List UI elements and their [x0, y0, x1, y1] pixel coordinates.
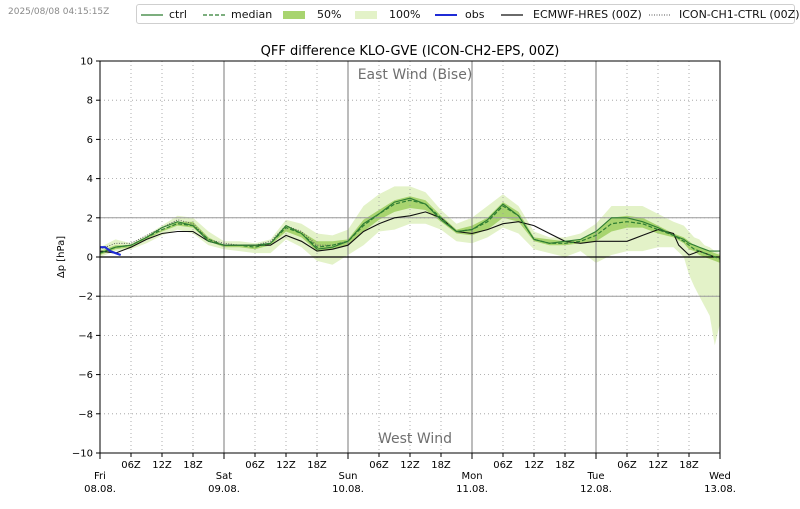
day-name-label: Fri: [94, 471, 106, 482]
ecmwf-line-swatch: [501, 14, 523, 16]
axis-ticks: 10 8 6 4 2 0 −2 −4 −6 −8 −10 06Z 12Z 18Z 06Z 12Z 18Z 06Z 1…: [72, 57, 736, 496]
obs-line-swatch: [435, 14, 457, 16]
icon-ch1-ctrl-line: [99, 219, 349, 250]
hour-tick-label: 18Z: [679, 460, 699, 471]
day-date-label: 08.08.: [84, 484, 116, 495]
obs-line: [100, 246, 122, 257]
legend-icon-ch1-label: ICON-CH1-CTRL (00Z): [679, 8, 800, 21]
hour-tick-label: 12Z: [524, 460, 544, 471]
hour-tick-label: 06Z: [369, 460, 389, 471]
hour-tick-label: 06Z: [121, 460, 141, 471]
band100-swatch: [355, 11, 377, 19]
hour-tick-label: 18Z: [307, 460, 327, 471]
y-tick-label: 8: [87, 96, 93, 107]
y-tick-label: 2: [87, 213, 93, 224]
ctrl-line: [99, 197, 720, 254]
y-tick-label: −10: [72, 449, 93, 460]
gridlines: [100, 61, 720, 453]
hour-tick-label: 06Z: [245, 460, 265, 471]
band50-swatch: [283, 11, 305, 19]
median-line: [99, 199, 721, 260]
y-tick-label: −6: [78, 370, 93, 381]
icon-ch1-line-swatch: [649, 14, 671, 16]
legend-ctrl-label: ctrl: [169, 8, 187, 21]
hour-tick-label: 12Z: [152, 460, 172, 471]
annotation-west-wind: West Wind: [378, 431, 452, 447]
timestamp: 2025/08/08 04:15:15Z: [8, 7, 110, 17]
y-tick-label: 0: [87, 253, 93, 264]
legend-100-label: 100%: [389, 8, 421, 21]
legend-obs-label: obs: [465, 8, 485, 21]
median-line-swatch: [203, 14, 225, 16]
hour-tick-label: 12Z: [400, 460, 420, 471]
legend-ecmwf-label: ECMWF-HRES (00Z): [533, 8, 642, 21]
annotation-east-wind: East Wind (Bise): [358, 67, 473, 83]
day-date-label: 13.08.: [704, 484, 736, 495]
day-date-label: 12.08.: [580, 484, 612, 495]
legend: ctrl median 50% 100% obs ECMWF-HRES (00Z…: [136, 4, 799, 24]
series-lines: [99, 197, 721, 260]
day-date-label: 11.08.: [456, 484, 488, 495]
day-name-label: Mon: [461, 471, 482, 482]
y-tick-label: −2: [78, 292, 93, 303]
day-name-label: Wed: [709, 471, 731, 482]
band-50-area: [100, 196, 720, 263]
day-date-label: 10.08.: [332, 484, 364, 495]
day-name-label: Sun: [338, 471, 357, 482]
hour-tick-label: 18Z: [555, 460, 575, 471]
ctrl-line-swatch: [141, 14, 163, 16]
y-tick-label: 4: [87, 174, 93, 185]
day-name-label: Tue: [586, 471, 604, 482]
day-name-label: Sat: [216, 471, 232, 482]
hour-tick-label: 18Z: [183, 460, 203, 471]
y-tick-label: −4: [78, 331, 93, 342]
hour-tick-label: 06Z: [617, 460, 637, 471]
legend-median-label: median: [231, 8, 273, 21]
hour-tick-label: 18Z: [431, 460, 451, 471]
y-tick-label: −8: [78, 409, 93, 420]
hour-tick-label: 12Z: [648, 460, 668, 471]
legend-50-label: 50%: [317, 8, 342, 21]
y-tick-label: 10: [80, 57, 93, 68]
hour-tick-label: 06Z: [493, 460, 513, 471]
y-tick-label: 6: [87, 135, 93, 146]
y-axis-label: Δp [hPa]: [56, 236, 67, 278]
chart-title: QFF difference KLO-GVE (ICON-CH2-EPS, 00…: [261, 44, 560, 59]
hour-tick-label: 12Z: [276, 460, 296, 471]
day-date-label: 09.08.: [208, 484, 240, 495]
